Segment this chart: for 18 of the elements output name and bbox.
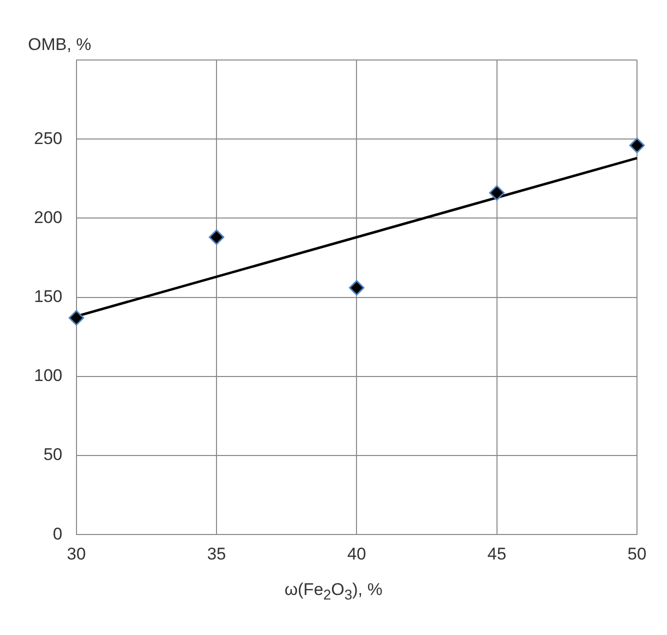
y-tick-label: 150: [34, 286, 62, 306]
y-tick-label: 50: [43, 445, 62, 464]
point: [489, 185, 505, 201]
point: [208, 229, 224, 245]
x-tick-label: 30: [66, 544, 86, 564]
y-tick-label: 100: [34, 366, 62, 386]
y-tick-label: 250: [34, 128, 62, 148]
y-tick-label: 0: [52, 524, 62, 544]
x-tick-label: 50: [628, 544, 646, 564]
point: [68, 310, 84, 326]
x-tick-label: 40: [347, 544, 366, 564]
x-tick-label: 45: [487, 544, 506, 564]
point: [629, 138, 645, 154]
point: [348, 280, 364, 296]
y-axis-title: ОМВ, %: [28, 35, 92, 54]
x-tick-label: 35: [207, 544, 226, 564]
y-tick-label: 200: [34, 208, 62, 227]
x-axis-title: ω(Fe$_{2}$O$_{3}$), %: [284, 580, 384, 604]
